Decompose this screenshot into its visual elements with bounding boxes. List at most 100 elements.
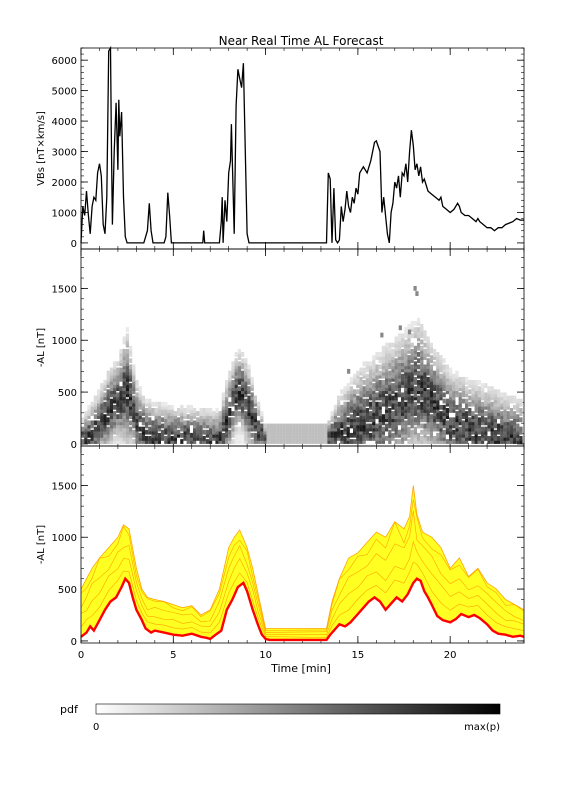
pdf-cell: [109, 404, 113, 410]
pdf-cell: [87, 408, 91, 413]
pdf-cell: [481, 392, 485, 398]
pdf-cell: [506, 436, 510, 441]
pdf-cell: [385, 376, 389, 382]
pdf-cell: [170, 417, 174, 423]
pdf-cell: [247, 417, 251, 423]
pdf-cell: [183, 423, 187, 429]
pdf-cell: [356, 373, 360, 379]
pdf-cell: [493, 395, 497, 401]
pdf-cell: [509, 436, 513, 441]
pdf-cell: [410, 380, 414, 385]
pdf-cell: [317, 436, 321, 441]
pdf-cell: [413, 370, 417, 376]
pdf-cell: [340, 417, 344, 423]
pdf-cell: [423, 426, 427, 432]
pdf-cell: [401, 383, 405, 388]
pdf-cell: [407, 333, 411, 339]
pdf-cell: [141, 426, 145, 432]
pdf-cell: [125, 348, 129, 354]
pdf-cell: [455, 429, 459, 435]
pdf-cell: [237, 367, 241, 373]
pdf-cell: [506, 417, 510, 423]
pdf-cell: [385, 426, 389, 432]
pdf-cell: [484, 398, 488, 404]
pdf-cell: [87, 420, 91, 426]
pdf-cell: [138, 426, 142, 432]
pdf-cell: [247, 376, 251, 382]
pdf-cell: [365, 411, 369, 416]
pdf-cell: [468, 426, 472, 432]
pdf-cell: [410, 358, 414, 364]
pdf-cell: [234, 373, 238, 379]
pdf-cell: [413, 386, 417, 392]
pdf-cell: [97, 401, 101, 407]
pdf-cell: [429, 417, 433, 423]
pdf-cell: [385, 345, 389, 351]
pdf-cell: [417, 364, 421, 370]
pdf-cell: [394, 401, 398, 407]
pdf-cell: [365, 389, 369, 395]
pdf-cell: [138, 398, 142, 404]
pdf-cell: [439, 389, 443, 395]
pdf-cell: [151, 401, 155, 407]
pdf-cell: [87, 426, 91, 432]
pdf-cell: [436, 358, 440, 364]
pdf-cell: [433, 420, 437, 426]
pdf-cell: [388, 408, 392, 413]
pdf-cell: [346, 411, 350, 416]
pdf-cell: [324, 423, 328, 429]
pdf-cell: [234, 383, 238, 388]
pdf-cell: [225, 417, 229, 423]
pdf-cell: [397, 358, 401, 364]
y-tick-label: 500: [58, 388, 77, 399]
pdf-cell: [503, 395, 507, 401]
pdf-cell: [90, 432, 94, 438]
pdf-cell: [353, 417, 357, 423]
pdf-cell: [122, 364, 126, 370]
pdf-cell: [199, 429, 203, 435]
pdf-cell: [458, 426, 462, 432]
pdf-cell: [125, 429, 129, 435]
pdf-cell: [177, 429, 181, 435]
pdf-cell: [145, 414, 149, 420]
pdf-cell: [148, 429, 152, 435]
pdf-cell: [295, 432, 299, 438]
pdf-cell: [407, 339, 411, 345]
pdf-cell: [404, 348, 408, 354]
pdf-cell: [369, 411, 373, 416]
pdf-cell: [420, 361, 424, 367]
pdf-cell: [381, 367, 385, 373]
pdf-cell: [385, 417, 389, 423]
pdf-cell: [413, 439, 417, 444]
pdf-cell: [477, 392, 481, 398]
pdf-cell: [113, 389, 117, 395]
pdf-cell: [404, 358, 408, 364]
pdf-cell: [170, 429, 174, 435]
pdf-cell: [385, 414, 389, 420]
pdf-cell: [228, 436, 232, 441]
pdf-cell: [468, 420, 472, 426]
pdf-cell: [125, 389, 129, 395]
pdf-cell: [164, 423, 168, 429]
pdf-cell: [234, 429, 238, 435]
pdf-cell: [391, 367, 395, 373]
pdf-cell: [279, 423, 283, 429]
pdf-cell: [394, 373, 398, 379]
pdf-cell: [407, 420, 411, 426]
pdf-cell: [388, 352, 392, 357]
pdf-cell: [391, 376, 395, 382]
pdf-cell: [122, 401, 126, 407]
pdf-cell: [372, 389, 376, 395]
pdf-cell: [122, 358, 126, 364]
pdf-cell: [157, 439, 161, 444]
pdf-cell: [247, 395, 251, 401]
pdf-cell: [196, 411, 200, 416]
pdf-cell: [455, 423, 459, 429]
pdf-outlier-cell: [347, 368, 351, 374]
x-axis-label: Time [min]: [270, 662, 331, 675]
pdf-cell: [381, 426, 385, 432]
pdf-cell: [244, 392, 248, 398]
pdf-cell: [343, 395, 347, 401]
pdf-cell: [269, 436, 273, 441]
pdf-cell: [228, 376, 232, 382]
